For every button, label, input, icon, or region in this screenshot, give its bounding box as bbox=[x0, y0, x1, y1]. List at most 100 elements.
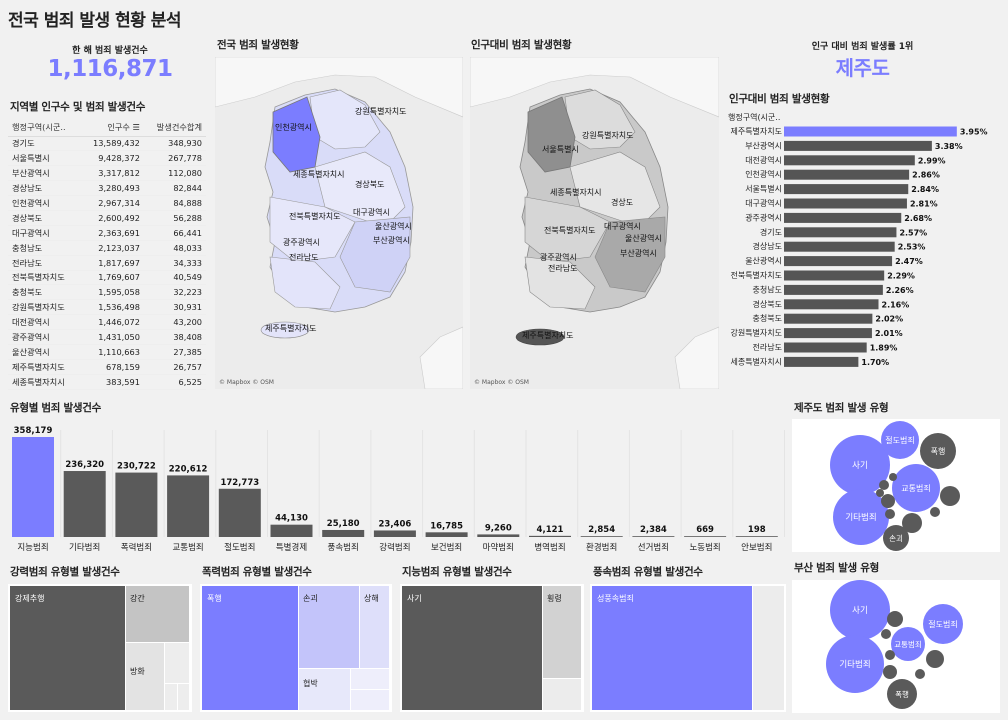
rate-bar[interactable] bbox=[784, 356, 859, 367]
treemap2-cell[interactable] bbox=[202, 586, 298, 710]
bubble-small[interactable] bbox=[879, 480, 889, 490]
type-bar[interactable] bbox=[12, 437, 54, 537]
bubble-small[interactable] bbox=[885, 650, 895, 660]
treemap4-cell[interactable] bbox=[592, 586, 752, 710]
treemap1-cell[interactable] bbox=[165, 684, 177, 710]
type-bar[interactable] bbox=[477, 534, 520, 537]
bubble-busan-fraud[interactable] bbox=[830, 580, 890, 640]
type-bar[interactable] bbox=[63, 471, 106, 537]
table-row[interactable]: 세종특별자치시 383,591 6,525 bbox=[8, 374, 206, 390]
bubble-jeju-damage[interactable] bbox=[883, 525, 909, 551]
treemap1-cell[interactable] bbox=[126, 643, 164, 710]
rate-bar[interactable] bbox=[784, 140, 932, 151]
table-row[interactable]: 부산광역시 3,317,812 112,080 bbox=[8, 165, 206, 182]
treemap1-cell[interactable] bbox=[10, 586, 125, 710]
bubble-busan-traffic[interactable] bbox=[891, 627, 925, 661]
col-header-population[interactable]: 인구수 ☰ bbox=[79, 119, 144, 137]
bubble-busan-other[interactable] bbox=[826, 635, 884, 693]
type-bar[interactable] bbox=[270, 524, 313, 537]
bubble-small[interactable] bbox=[889, 473, 897, 481]
bubble-small[interactable] bbox=[887, 611, 903, 627]
bubble-small[interactable] bbox=[926, 650, 944, 668]
bubble-small[interactable] bbox=[885, 509, 895, 519]
treemap3-cell[interactable] bbox=[402, 586, 542, 710]
table-row[interactable]: 강원특별자치도 1,536,498 30,931 bbox=[8, 299, 206, 316]
table-row[interactable]: 인천광역시 2,967,314 84,888 bbox=[8, 195, 206, 211]
type-bar[interactable] bbox=[322, 529, 365, 537]
table-row[interactable]: 서울특별시 9,428,372 267,778 bbox=[8, 150, 206, 167]
rate-bar[interactable] bbox=[784, 169, 910, 180]
table-row[interactable]: 충청북도 1,595,058 32,223 bbox=[8, 284, 206, 301]
bubble-jeju-assault[interactable] bbox=[920, 433, 956, 469]
rate-bar[interactable] bbox=[784, 328, 872, 339]
type-bar[interactable] bbox=[167, 475, 210, 537]
bubble-jeju-other[interactable] bbox=[833, 489, 889, 545]
rate-bar[interactable] bbox=[784, 227, 897, 238]
treemap1-cell[interactable] bbox=[178, 684, 189, 710]
type-bar[interactable] bbox=[529, 535, 571, 537]
treemap2-cell[interactable] bbox=[360, 586, 389, 668]
bubble-small[interactable] bbox=[930, 507, 940, 517]
treemap3-cell[interactable] bbox=[543, 679, 581, 710]
table-row[interactable]: 경상남도 3,280,493 82,844 bbox=[8, 180, 206, 197]
bubble-jeju-panel[interactable]: 사기 절도범죄 폭행 교통범죄 기타범죄 손괴 bbox=[792, 419, 1000, 552]
rate-bar[interactable] bbox=[784, 256, 893, 267]
bubble-small[interactable] bbox=[902, 513, 922, 533]
table-row[interactable]: 전북특별자치도 1,769,607 40,549 bbox=[8, 270, 206, 286]
rate-bar[interactable] bbox=[784, 270, 885, 281]
treemap2-cell[interactable] bbox=[351, 669, 389, 689]
treemap2-cell[interactable] bbox=[299, 669, 350, 710]
bubble-small[interactable] bbox=[876, 489, 884, 497]
rate-bar[interactable] bbox=[784, 241, 895, 252]
map1-panel[interactable]: 강원특별자치도 인천광역시 세종특별자치시 경상북도 대구광역시 전북특별자치도 울산광역시… bbox=[214, 56, 464, 390]
bubble-small[interactable] bbox=[915, 669, 925, 679]
treemap3-cell[interactable] bbox=[543, 586, 581, 678]
bubble-busan-assault[interactable] bbox=[887, 679, 917, 709]
treemap1-cell[interactable] bbox=[126, 586, 189, 642]
type-bar[interactable] bbox=[373, 530, 416, 537]
rate-bar[interactable] bbox=[784, 155, 915, 166]
rate-bar[interactable] bbox=[784, 284, 883, 295]
bubble-jeju-traffic[interactable] bbox=[892, 464, 940, 512]
col-header-region[interactable]: 행정구역(시군.. bbox=[8, 119, 80, 137]
bubble-busan-panel[interactable]: 사기 절도범죄 교통범죄 기타범죄 폭행 bbox=[792, 580, 1000, 713]
sort-icon[interactable]: ☰ bbox=[132, 122, 140, 133]
bubble-small[interactable] bbox=[883, 665, 897, 679]
table-cell-population: 1,431,050 bbox=[79, 329, 144, 345]
type-bar[interactable] bbox=[632, 536, 675, 537]
type-bar[interactable] bbox=[218, 488, 261, 537]
rate-bar[interactable] bbox=[784, 313, 873, 324]
rate-bar[interactable] bbox=[784, 342, 867, 353]
table-row[interactable]: 제주특별자치도 678,159 26,757 bbox=[8, 359, 206, 375]
bubble-small[interactable] bbox=[940, 486, 960, 506]
table-row[interactable]: 광주광역시 1,431,050 38,408 bbox=[8, 329, 206, 345]
col-header-count[interactable]: 발생건수합계 bbox=[143, 119, 206, 137]
table-row[interactable]: 경기도 13,589,432 348,930 bbox=[8, 136, 206, 152]
bubble-jeju-theft[interactable] bbox=[881, 421, 919, 459]
rate-bar[interactable] bbox=[784, 299, 879, 310]
rate-bar[interactable] bbox=[784, 184, 909, 195]
type-bar[interactable] bbox=[684, 536, 727, 537]
table-row[interactable]: 울산광역시 1,110,663 27,385 bbox=[8, 344, 206, 360]
table-row[interactable]: 충청남도 2,123,037 48,033 bbox=[8, 240, 206, 256]
rate-bar[interactable] bbox=[784, 126, 957, 137]
type-bar[interactable] bbox=[580, 536, 623, 537]
table-row[interactable]: 대전광역시 1,446,072 43,200 bbox=[8, 314, 206, 331]
table-row[interactable]: 대구광역시 2,363,691 66,441 bbox=[8, 225, 206, 241]
type-bar[interactable] bbox=[115, 472, 158, 537]
type-bar[interactable] bbox=[735, 536, 778, 537]
treemap1-cell[interactable] bbox=[165, 643, 189, 683]
table-row[interactable]: 경상북도 2,600,492 56,288 bbox=[8, 210, 206, 226]
bubble-busan-theft[interactable] bbox=[923, 604, 963, 644]
treemap2-cell[interactable] bbox=[299, 586, 359, 668]
map2-panel[interactable]: 강원특별자치도 서울특별시 세종특별자치시 경상도 전북특별자치도 대구광역시 울산광역시 광… bbox=[469, 56, 720, 390]
table-row[interactable]: 전라남도 1,817,697 34,333 bbox=[8, 255, 206, 271]
bubble-small[interactable] bbox=[881, 629, 891, 639]
type-bar[interactable] bbox=[425, 532, 468, 537]
bubble-jeju-fraud[interactable] bbox=[830, 435, 890, 495]
bubble-small[interactable] bbox=[881, 494, 895, 508]
treemap4-cell[interactable] bbox=[753, 586, 784, 710]
treemap2-cell[interactable] bbox=[351, 690, 389, 710]
rate-bar[interactable] bbox=[784, 198, 907, 209]
rate-bar[interactable] bbox=[784, 212, 902, 223]
